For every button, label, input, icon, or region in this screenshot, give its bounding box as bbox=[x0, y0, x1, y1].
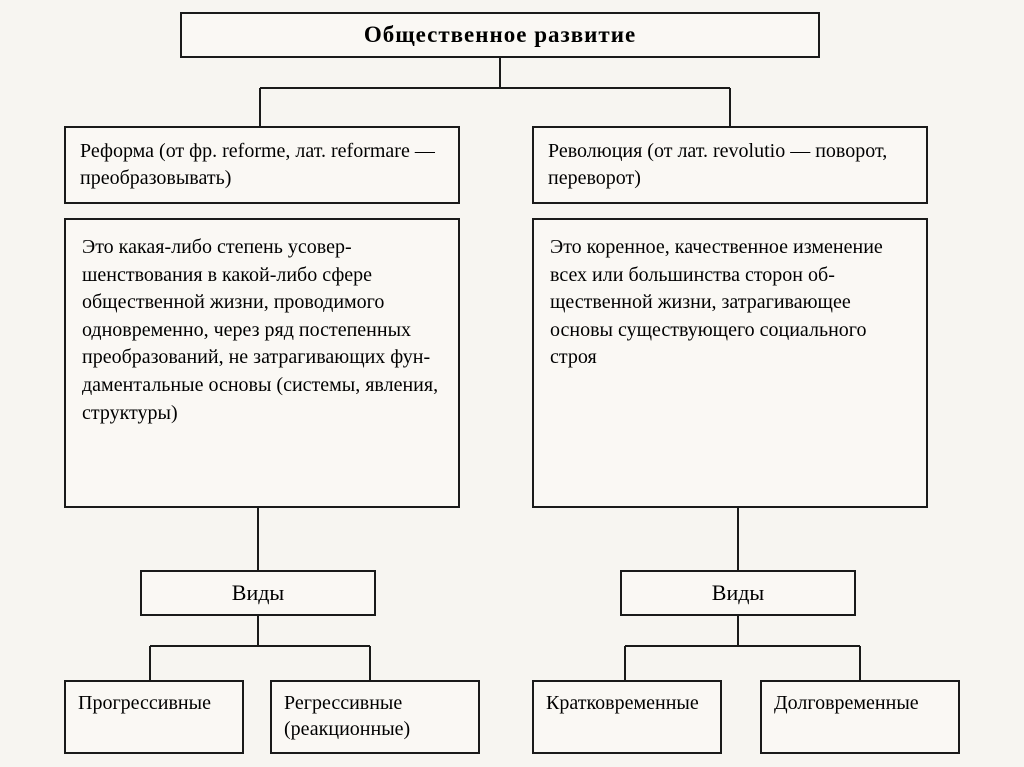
reform-term-box: Реформа (от фр. reforme, лат. reformare … bbox=[64, 126, 460, 204]
reform-subtype-regressive: Регрессивные (реакционные) bbox=[270, 680, 480, 754]
reform-types-label: Виды bbox=[140, 570, 376, 616]
revolution-term-box: Революция (от лат. revo­lutio — поворот,… bbox=[532, 126, 928, 204]
revolution-subtype-short: Кратко­временные bbox=[532, 680, 722, 754]
revolution-subtype-long: Долговре­менные bbox=[760, 680, 960, 754]
revolution-definition-box: Это коренное, качествен­ное изменение вс… bbox=[532, 218, 928, 508]
reform-subtype-progressive: Прогрессив­ные bbox=[64, 680, 244, 754]
root-title: Общественное развитие bbox=[180, 12, 820, 58]
revolution-types-label: Виды bbox=[620, 570, 856, 616]
reform-definition-box: Это какая-либо степень усовер­шенствован… bbox=[64, 218, 460, 508]
